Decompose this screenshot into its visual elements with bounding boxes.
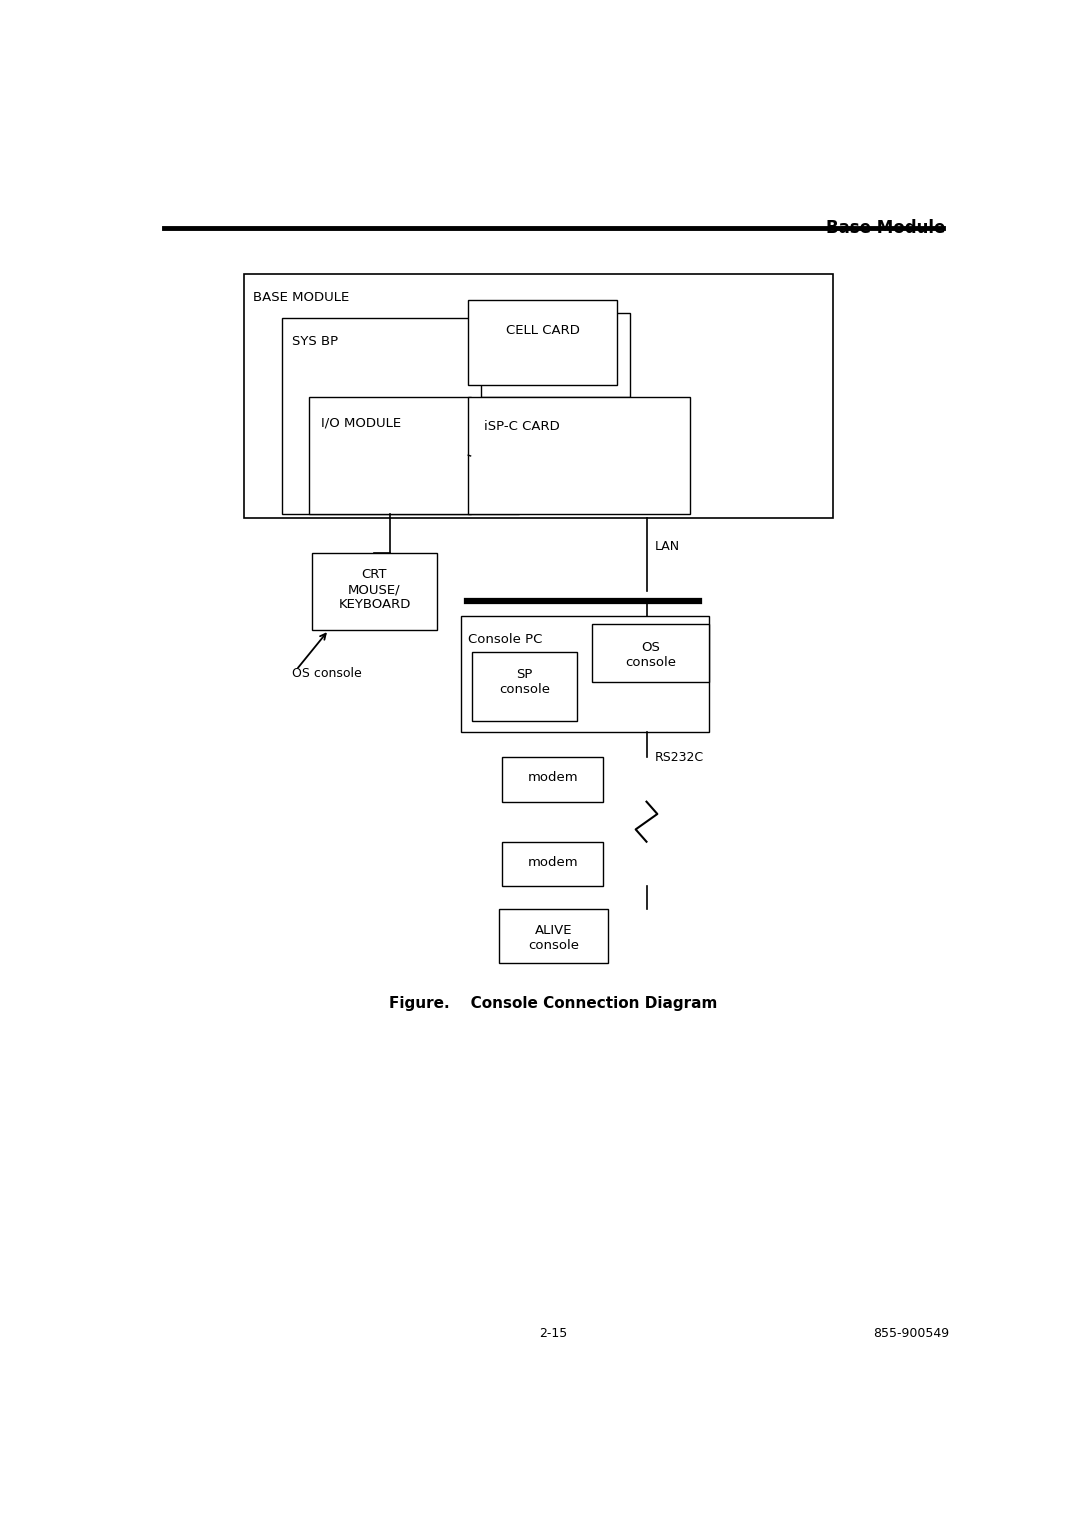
Bar bbox=[502, 842, 603, 886]
Bar bbox=[502, 756, 603, 802]
Bar bbox=[482, 313, 631, 397]
Bar bbox=[312, 553, 437, 630]
Text: Console PC: Console PC bbox=[469, 633, 542, 646]
Text: CRT
MOUSE/
KEYBOARD: CRT MOUSE/ KEYBOARD bbox=[338, 568, 410, 611]
Text: modem: modem bbox=[527, 856, 578, 868]
Text: RS232C: RS232C bbox=[654, 750, 703, 764]
Text: LAN: LAN bbox=[654, 539, 679, 553]
Text: SYS BP: SYS BP bbox=[292, 335, 338, 348]
Text: OS
console: OS console bbox=[625, 640, 676, 669]
Text: 2-15: 2-15 bbox=[539, 1326, 568, 1340]
Text: iSP-C CARD: iSP-C CARD bbox=[484, 420, 559, 432]
Bar bbox=[243, 274, 833, 518]
Bar bbox=[469, 301, 617, 385]
Bar bbox=[282, 318, 518, 515]
Bar bbox=[460, 616, 708, 732]
Text: CELL CARD: CELL CARD bbox=[505, 324, 580, 336]
Bar bbox=[592, 623, 708, 681]
Bar bbox=[309, 397, 471, 515]
Text: BASE MODULE: BASE MODULE bbox=[253, 292, 349, 304]
Text: I/O MODULE: I/O MODULE bbox=[321, 417, 401, 429]
Text: 855-900549: 855-900549 bbox=[873, 1326, 948, 1340]
Text: Figure.    Console Connection Diagram: Figure. Console Connection Diagram bbox=[389, 996, 718, 1010]
Bar bbox=[472, 651, 577, 721]
Bar bbox=[469, 397, 690, 513]
Text: modem: modem bbox=[527, 770, 578, 784]
Text: SP
console: SP console bbox=[499, 668, 550, 697]
Bar bbox=[499, 909, 608, 963]
Text: OS console: OS console bbox=[293, 666, 362, 680]
Text: Base Module: Base Module bbox=[825, 219, 945, 237]
Text: ALIVE
console: ALIVE console bbox=[528, 924, 579, 952]
